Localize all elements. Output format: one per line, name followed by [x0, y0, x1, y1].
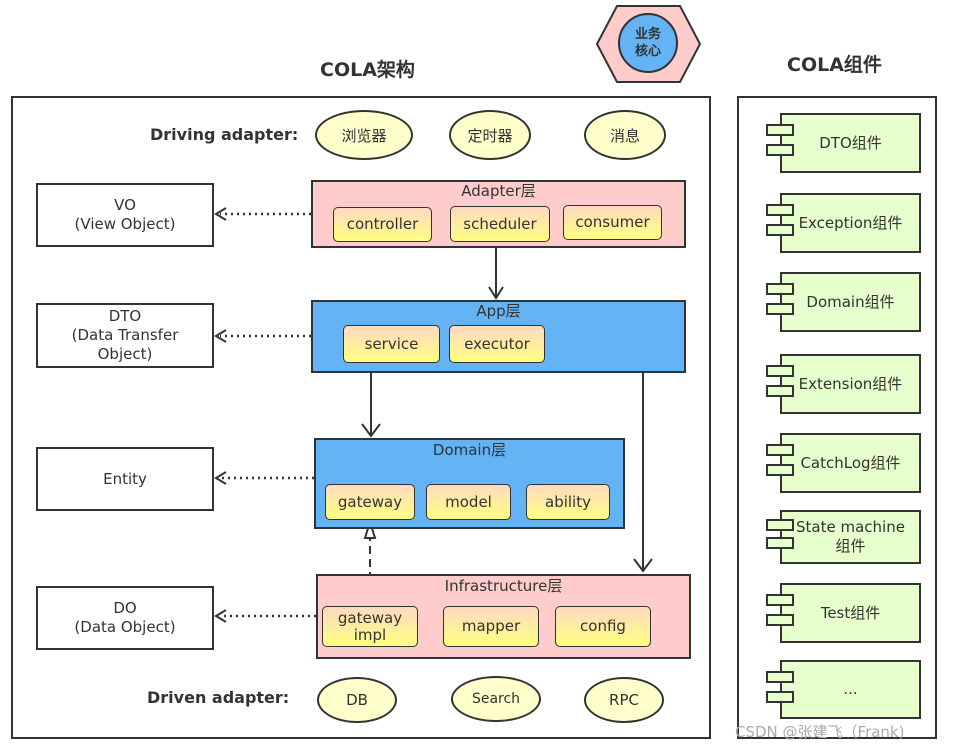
component-port-icon [766, 444, 794, 456]
infrastructure-layer-title: Infrastructure层 [444, 577, 563, 595]
component-port-icon [766, 283, 794, 295]
component-port-icon [766, 204, 794, 216]
component-port-icon [766, 671, 794, 683]
app-layer-title: App层 [476, 302, 521, 320]
chip-config: config [555, 606, 651, 647]
domain-layer-title: Domain层 [432, 441, 507, 459]
component-port-icon [766, 614, 794, 626]
components-title: COLA组件 [787, 54, 882, 76]
component-item: ... [780, 660, 921, 719]
component-port-icon [766, 124, 794, 136]
architecture-title: COLA架构 [320, 59, 415, 81]
chip-model: model [426, 484, 511, 520]
component-port-icon [766, 537, 794, 549]
chip-service: service [343, 325, 440, 363]
component-port-icon [766, 464, 794, 476]
chip-gateway: gateway [325, 484, 415, 520]
chip-mapper: mapper [443, 606, 539, 647]
entity-box: Entity [36, 447, 214, 511]
driving-browser: 浏览器 [315, 110, 413, 160]
driven-db: DB [317, 677, 397, 723]
component-item: Test组件 [780, 583, 921, 643]
component-port-icon [766, 365, 794, 377]
component-port-icon [766, 385, 794, 397]
chip-consumer: consumer [563, 205, 662, 240]
core-badge-label: 业务 核心 [634, 27, 661, 59]
adapter-layer-title: Adapter层 [461, 182, 536, 200]
dto-box: DTO (Data Transfer Object) [36, 303, 214, 368]
component-port-icon [766, 144, 794, 156]
driving-adapter-label: Driving adapter: [150, 125, 299, 144]
component-item: Exception组件 [780, 193, 921, 253]
component-port-icon [766, 303, 794, 315]
chip-ability: ability [526, 484, 610, 520]
driven-adapter-label: Driven adapter: [147, 688, 290, 707]
chip-scheduler: scheduler [450, 206, 550, 242]
component-item: Extension组件 [780, 354, 921, 414]
driving-scheduler: 定时器 [449, 110, 531, 160]
do-box: DO (Data Object) [36, 586, 214, 650]
chip-controller: controller [333, 207, 432, 242]
driving-message: 消息 [584, 110, 666, 160]
component-item: Domain组件 [780, 272, 921, 332]
chip-gateway-impl: gateway impl [322, 606, 418, 647]
driven-rpc: RPC [584, 677, 664, 723]
component-item: DTO组件 [780, 113, 921, 173]
component-item: CatchLog组件 [780, 433, 921, 493]
component-port-icon [766, 519, 794, 531]
component-port-icon [766, 691, 794, 703]
watermark: CSDN @张建飞（Frank) [735, 723, 905, 741]
component-port-icon [766, 594, 794, 606]
chip-executor: executor [449, 325, 545, 363]
core-circle [618, 13, 678, 73]
vo-box: VO (View Object) [36, 183, 214, 247]
component-item: State machine 组件 [780, 510, 921, 564]
driven-search: Search [451, 676, 541, 722]
component-port-icon [766, 224, 794, 236]
